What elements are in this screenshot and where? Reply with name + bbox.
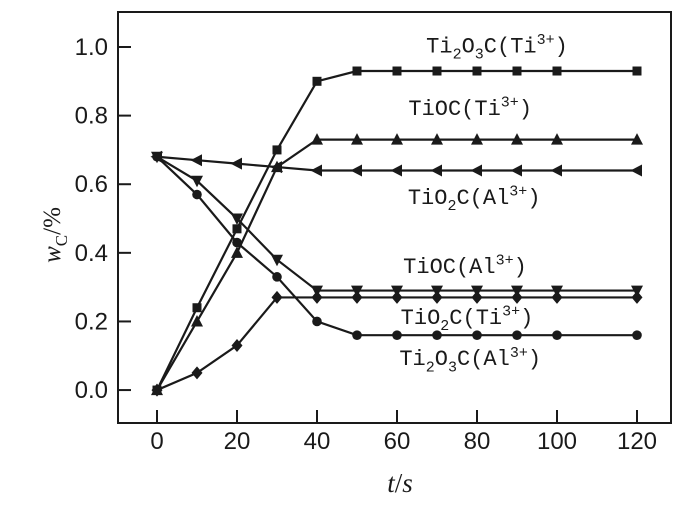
y-tick-label: 0.8 [75, 103, 108, 130]
y-tick-label: 0.4 [75, 240, 108, 267]
y-tick-label: 0.2 [75, 308, 108, 335]
series-square: Ti2O3C(Ti3+) [152, 32, 642, 395]
series-line-triangle-up [156, 138, 637, 391]
x-tick-label: 40 [304, 428, 331, 455]
y-tick-label: 1.0 [75, 34, 108, 61]
svg-text:wC/%: wC/% [39, 207, 71, 263]
y-axis: 0.0 0.2 0.4 0.6 0.8 1.0 [75, 34, 131, 404]
series-diamond: TiO2C(Ti3+) [151, 290, 643, 397]
y-axis-title: wC/% [39, 207, 71, 263]
plot-frame [117, 11, 672, 424]
x-tick-label: 60 [384, 428, 411, 455]
x-axis-title: t/s [387, 468, 413, 498]
series-line-triangle-down [156, 155, 637, 292]
x-tick-label: 100 [537, 428, 577, 455]
series-circle: Ti2O3C(Al3+) [152, 151, 642, 377]
y-tick-label: 0.0 [75, 377, 108, 404]
x-axis: 0 20 40 60 80 100 120 [150, 410, 657, 455]
svg-text:t/s: t/s [387, 468, 413, 498]
x-tick-label: 20 [224, 428, 251, 455]
y-tick-label: 0.6 [75, 171, 108, 198]
series-label-diamond: TiO2C(Ti3+) [401, 304, 534, 336]
series-triangle-down: TiOC(Al3+) [151, 151, 643, 298]
series-line-triangle-left [156, 155, 637, 172]
series-triangle-left: TiO2C(Al3+) [150, 150, 642, 216]
x-tick-label: 80 [464, 428, 491, 455]
series-line-diamond [156, 296, 637, 392]
x-tick-label: 0 [150, 428, 163, 455]
series-label-square: Ti2O3C(Ti3+) [426, 32, 568, 64]
series-label-circle: Ti2O3C(Al3+) [399, 345, 541, 377]
series-line-square [156, 69, 637, 391]
series-line-circle [156, 155, 637, 337]
series-triangle-up: TiOC(Ti3+) [151, 95, 643, 396]
series-label-triangle-down: TiOC(Al3+) [403, 252, 527, 279]
series-label-triangle-left: TiO2C(Al3+) [408, 184, 541, 216]
series-label-triangle-up: TiOC(Ti3+) [408, 95, 532, 122]
x-tick-label: 120 [617, 428, 657, 455]
